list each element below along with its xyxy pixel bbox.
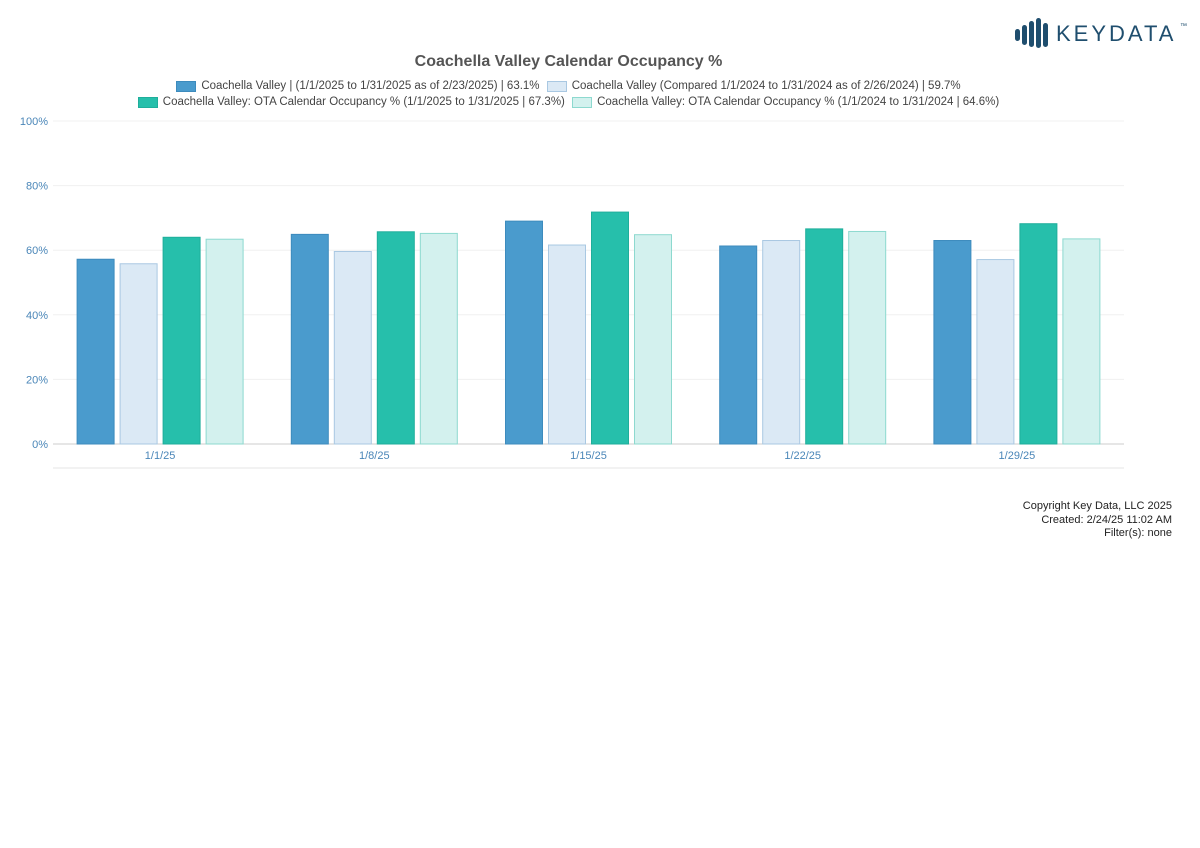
x-tick-label: 1/1/25 (145, 450, 176, 462)
bar (762, 240, 801, 445)
bar (848, 230, 887, 445)
filters-text: Filter(s): none (1104, 527, 1172, 539)
bar (805, 228, 844, 445)
legend-item-ota-2024[interactable]: Coachella Valley: OTA Calendar Occupancy… (572, 96, 999, 108)
bar (419, 232, 458, 445)
keydata-logo: KEYDATA ™ (1012, 16, 1190, 50)
bar (205, 238, 244, 445)
bar (1019, 223, 1058, 445)
legend-swatch (176, 80, 197, 92)
x-tick-label: 1/15/25 (570, 450, 607, 462)
y-tick-label: 80% (26, 181, 48, 193)
bar (376, 231, 415, 445)
copyright-text: Copyright Key Data, LLC 2025 (1022, 500, 1172, 512)
chart-title: Coachella Valley Calendar Occupancy % (414, 53, 723, 70)
bar (548, 244, 586, 445)
bar (162, 236, 201, 445)
bar (933, 240, 972, 445)
footer: Copyright Key Data, LLC 2025 Created: 2/… (1023, 500, 1172, 541)
y-tick-label: 40% (26, 310, 48, 322)
bar (119, 263, 158, 445)
legend-item-ota-2025[interactable]: Coachella Valley: OTA Calendar Occupancy… (137, 96, 565, 108)
legend-item-cv-2024[interactable]: Coachella Valley (Compared 1/1/2024 to 1… (546, 80, 961, 92)
y-tick-label: 20% (26, 374, 48, 386)
y-tick-label: 60% (26, 245, 48, 257)
x-tick-label: 1/29/25 (999, 450, 1036, 462)
y-tick-label: 100% (20, 116, 48, 128)
y-tick-label: 0% (32, 439, 48, 451)
legend-swatch (572, 96, 593, 108)
bar (333, 250, 372, 445)
x-tick-label: 1/22/25 (784, 450, 821, 462)
legend-swatch (546, 80, 567, 92)
bar (634, 234, 672, 445)
legend-label: Coachella Valley (Compared 1/1/2024 to 1… (571, 80, 961, 92)
legend-label: Coachella Valley | (1/1/2025 to 1/31/202… (201, 80, 540, 92)
keydata-logo-graphic: KEYDATA ™ (1015, 18, 1187, 48)
legend-item-cv-2025[interactable]: Coachella Valley | (1/1/2025 to 1/31/202… (176, 80, 540, 92)
bar (290, 233, 329, 445)
bar (1062, 238, 1101, 445)
legend-row-1: Coachella Valley | (1/1/2025 to 1/31/202… (0, 80, 1137, 95)
legend-swatch (137, 96, 158, 108)
x-tick-label: 1/8/25 (359, 450, 390, 462)
brand-name: KEYDATA (1056, 21, 1176, 46)
created-text: Created: 2/24/25 11:02 AM (1041, 513, 1172, 526)
bar (76, 258, 115, 445)
brand-trademark: ™ (1180, 23, 1187, 30)
bar (976, 259, 1015, 445)
bar (505, 220, 543, 445)
legend-label: Coachella Valley: OTA Calendar Occupancy… (162, 96, 565, 108)
legend-row-2: Coachella Valley: OTA Calendar Occupancy… (0, 96, 1137, 111)
legend-label: Coachella Valley: OTA Calendar Occupancy… (597, 96, 1000, 108)
bar-chart: 0% 20% 40% 60% 80% 100% 1/1/25 1/8/25 1/15/25 1/2… (20, 116, 1124, 469)
bars-logo-icon (1015, 18, 1048, 48)
bar (591, 211, 629, 445)
bar (719, 245, 758, 445)
